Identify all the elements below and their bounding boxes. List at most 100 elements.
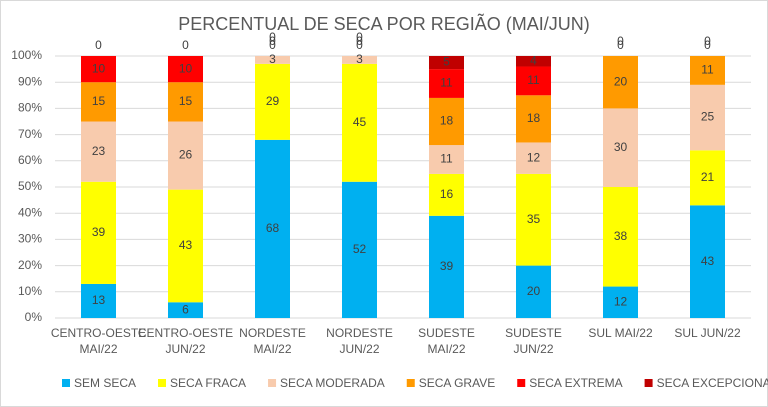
- bar-segment: [168, 56, 203, 83]
- value-label: 39: [440, 259, 454, 273]
- y-tick-label: 100%: [11, 48, 42, 62]
- bar-segment: [516, 173, 551, 266]
- value-label: 20: [614, 74, 628, 88]
- bar-segment: [429, 97, 464, 146]
- bar-segment: [342, 63, 377, 182]
- x-tick-label: NORDESTE: [239, 326, 306, 340]
- value-label: 20: [527, 284, 541, 298]
- x-tick-label: MAI/22: [253, 342, 291, 356]
- value-label: 38: [614, 229, 628, 243]
- value-label: 0: [356, 34, 363, 48]
- value-label: 0: [704, 38, 711, 52]
- value-label: 0: [356, 30, 363, 44]
- bar-segment: [516, 142, 551, 174]
- value-label: 10: [179, 61, 193, 75]
- value-label: 18: [527, 111, 541, 125]
- value-label: 39: [92, 225, 106, 239]
- bar-segment: [81, 121, 116, 182]
- bar-segment: [255, 56, 290, 64]
- x-tick-label: NORDESTE: [326, 326, 393, 340]
- bar-segment: [603, 56, 638, 109]
- legend-swatch: [517, 379, 526, 387]
- value-label: 5: [443, 55, 450, 69]
- value-label: 16: [440, 187, 454, 201]
- legend-swatch: [158, 379, 167, 387]
- bar-segment: [81, 181, 116, 284]
- bar-segment: [168, 189, 203, 303]
- bar-segment: [255, 63, 290, 140]
- legend-label: SEM SECA: [74, 376, 136, 390]
- value-label: 11: [440, 152, 453, 166]
- value-label: 0: [617, 34, 624, 48]
- bar-segment: [603, 108, 638, 187]
- bar-segment: [342, 56, 377, 64]
- value-label: 0: [95, 38, 102, 52]
- x-tick-label: SUDESTE: [505, 326, 562, 340]
- bar-segment: [429, 215, 464, 318]
- value-label: 26: [179, 148, 193, 162]
- legend-label: SECA MODERADA: [280, 376, 385, 390]
- value-label: 45: [353, 115, 367, 129]
- y-tick-label: 40%: [18, 205, 42, 219]
- x-tick-label: SUDESTE: [418, 326, 475, 340]
- bar-segment: [690, 56, 725, 85]
- bar-segment: [168, 121, 203, 190]
- x-tick-label: CENTRO-OESTE: [51, 326, 146, 340]
- bar-segment: [342, 181, 377, 318]
- value-label: 12: [614, 294, 628, 308]
- x-tick-label: CENTRO-OESTE: [138, 326, 233, 340]
- value-label: 15: [179, 94, 193, 108]
- bar-segment: [429, 56, 464, 70]
- value-label: 52: [353, 242, 367, 256]
- value-label: 10: [92, 61, 106, 75]
- x-tick-label: SUL JUN/22: [674, 326, 741, 340]
- value-label: 18: [440, 114, 454, 128]
- value-label: 11: [527, 73, 540, 87]
- value-label: 11: [440, 76, 453, 90]
- value-label: 0: [182, 38, 189, 52]
- x-tick-label: JUN/22: [513, 342, 553, 356]
- x-tick-label: SUL MAI/22: [588, 326, 653, 340]
- bar-segment: [81, 56, 116, 83]
- bar-segment: [516, 265, 551, 318]
- y-tick-label: 80%: [18, 101, 42, 115]
- value-label: 25: [701, 110, 715, 124]
- bar-segment: [429, 69, 464, 98]
- legend-label: SECA EXTREMA: [529, 376, 622, 390]
- y-tick-label: 0%: [25, 310, 43, 324]
- legend-swatch: [644, 379, 653, 387]
- chart-title: PERCENTUAL DE SECA POR REGIÃO (MAI/JUN): [178, 13, 589, 34]
- x-tick-label: MAI/22: [79, 342, 117, 356]
- value-label: 11: [701, 63, 714, 77]
- bar-segment: [81, 283, 116, 318]
- legend-label: SECA FRACA: [170, 376, 246, 390]
- value-label: 0: [356, 38, 363, 52]
- legend-label: SECA GRAVE: [419, 376, 495, 390]
- value-label: 6: [182, 302, 189, 316]
- value-label: 3: [356, 52, 363, 66]
- bar-segment: [429, 145, 464, 174]
- bar-segment: [168, 82, 203, 122]
- value-label: 23: [92, 144, 106, 158]
- y-tick-label: 60%: [18, 153, 42, 167]
- value-label: 30: [614, 140, 628, 154]
- bar-segment: [81, 82, 116, 122]
- x-tick-label: JUN/22: [339, 342, 379, 356]
- bar-segment: [690, 150, 725, 206]
- value-label: 35: [527, 212, 541, 226]
- bar-segment: [516, 66, 551, 96]
- bar-segment: [690, 205, 725, 318]
- x-tick-label: MAI/22: [427, 342, 465, 356]
- bar-segment: [603, 286, 638, 318]
- legend-label: SECA EXCEPCIONAL: [657, 376, 768, 390]
- value-label: 43: [179, 238, 193, 252]
- bar-segment: [603, 187, 638, 287]
- value-label: 0: [269, 38, 276, 52]
- y-tick-label: 90%: [18, 74, 42, 88]
- value-label: 4: [530, 53, 537, 67]
- value-label: 21: [701, 170, 715, 184]
- bar-segment: [690, 84, 725, 151]
- value-label: 0: [704, 34, 711, 48]
- y-tick-label: 30%: [18, 232, 42, 246]
